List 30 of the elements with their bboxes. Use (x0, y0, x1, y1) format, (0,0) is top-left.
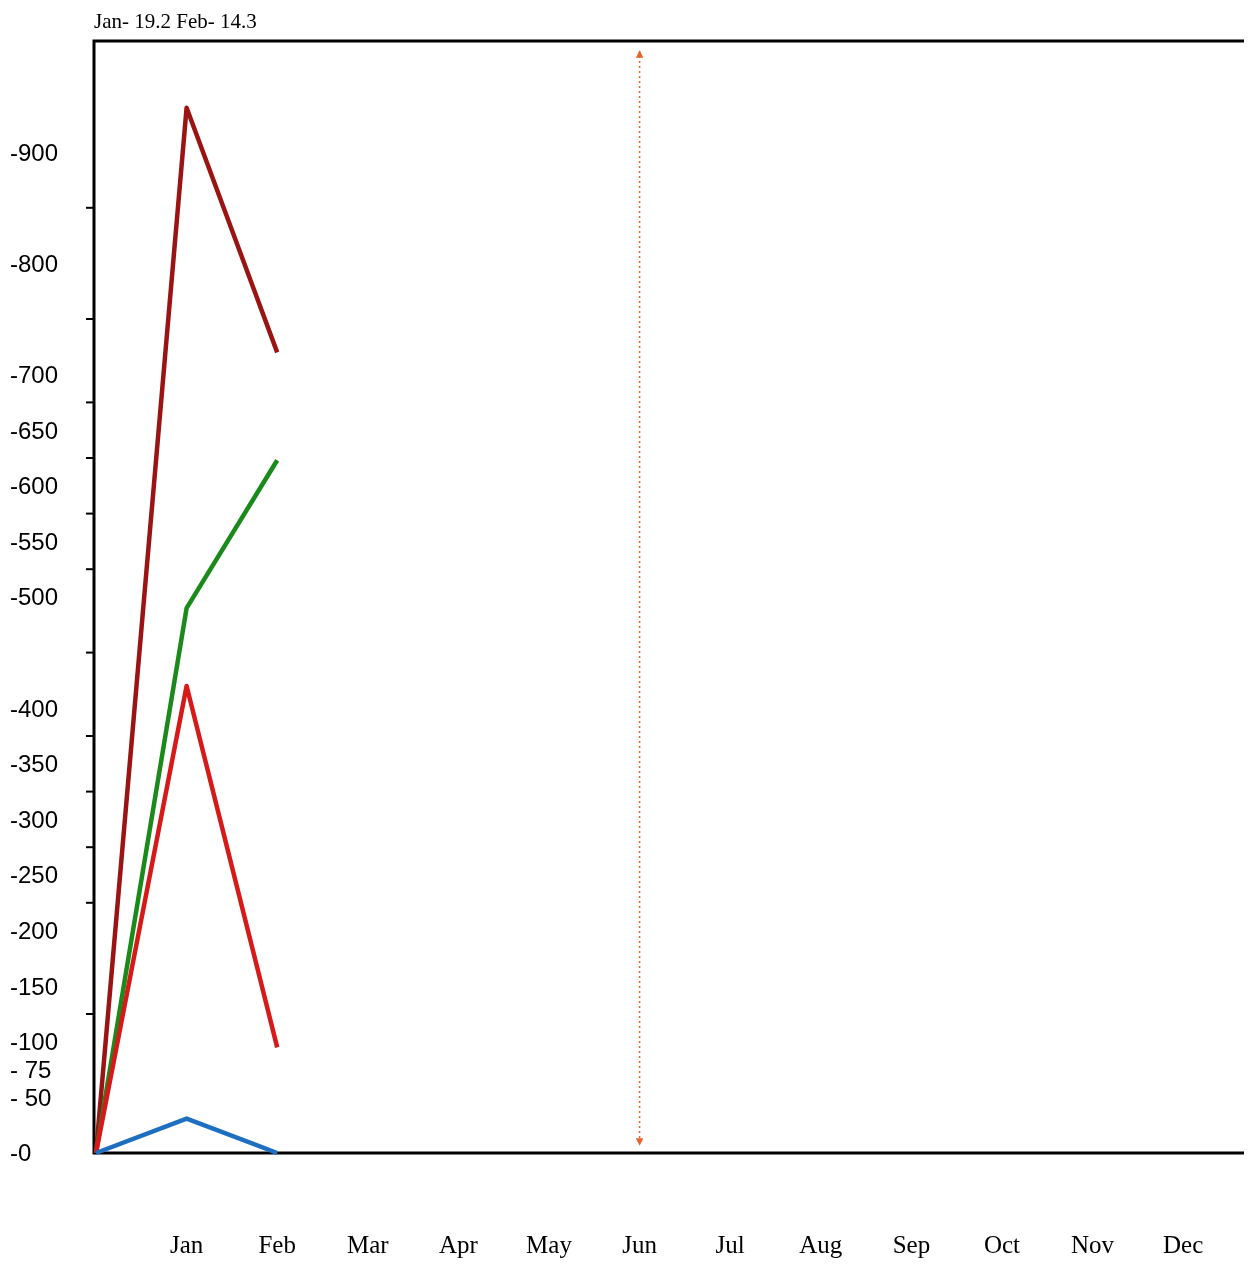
y-tick-label: -700 (10, 361, 59, 388)
x-tick-label: Jun (622, 1231, 658, 1258)
y-tick-label: -250 (10, 861, 59, 889)
y-tick-label: -550 (10, 527, 59, 555)
y-tick-label: -150 (10, 972, 59, 1000)
x-tick-label: Jul (715, 1231, 745, 1258)
x-tick-label: Dec (1163, 1231, 1204, 1258)
y-tick-label: -500 (10, 583, 59, 611)
x-tick-label: Jan (169, 1231, 204, 1258)
chart-title: Jan- 19.2 Feb- 14.3 (94, 9, 257, 33)
y-tick-label: -0 (10, 1139, 32, 1167)
y-tick-label: -350 (10, 750, 59, 778)
x-tick-label: May (526, 1231, 573, 1258)
x-tick-label: Mar (346, 1231, 390, 1258)
x-tick-label: Apr (438, 1231, 479, 1258)
y-tick-label: -400 (10, 694, 59, 722)
y-tick-label: -200 (10, 917, 59, 944)
y-tick-label: -600 (10, 472, 59, 500)
x-tick-label: Oct (983, 1231, 1021, 1258)
y-tick-label: -900 (10, 138, 59, 166)
y-tick-label: -650 (10, 416, 59, 444)
x-tick-label: Sep (892, 1231, 931, 1258)
x-tick-label: Feb (258, 1231, 296, 1258)
y-tick-label: -300 (10, 805, 59, 833)
x-tick-label: Nov (1071, 1231, 1115, 1258)
y-tick-label: -800 (10, 249, 59, 277)
y-tick-label: -100 (10, 1028, 59, 1056)
y-tick-label: - 75 (10, 1056, 52, 1083)
y-tick-label: - 50 (10, 1083, 52, 1111)
x-tick-label: Aug (799, 1231, 843, 1258)
